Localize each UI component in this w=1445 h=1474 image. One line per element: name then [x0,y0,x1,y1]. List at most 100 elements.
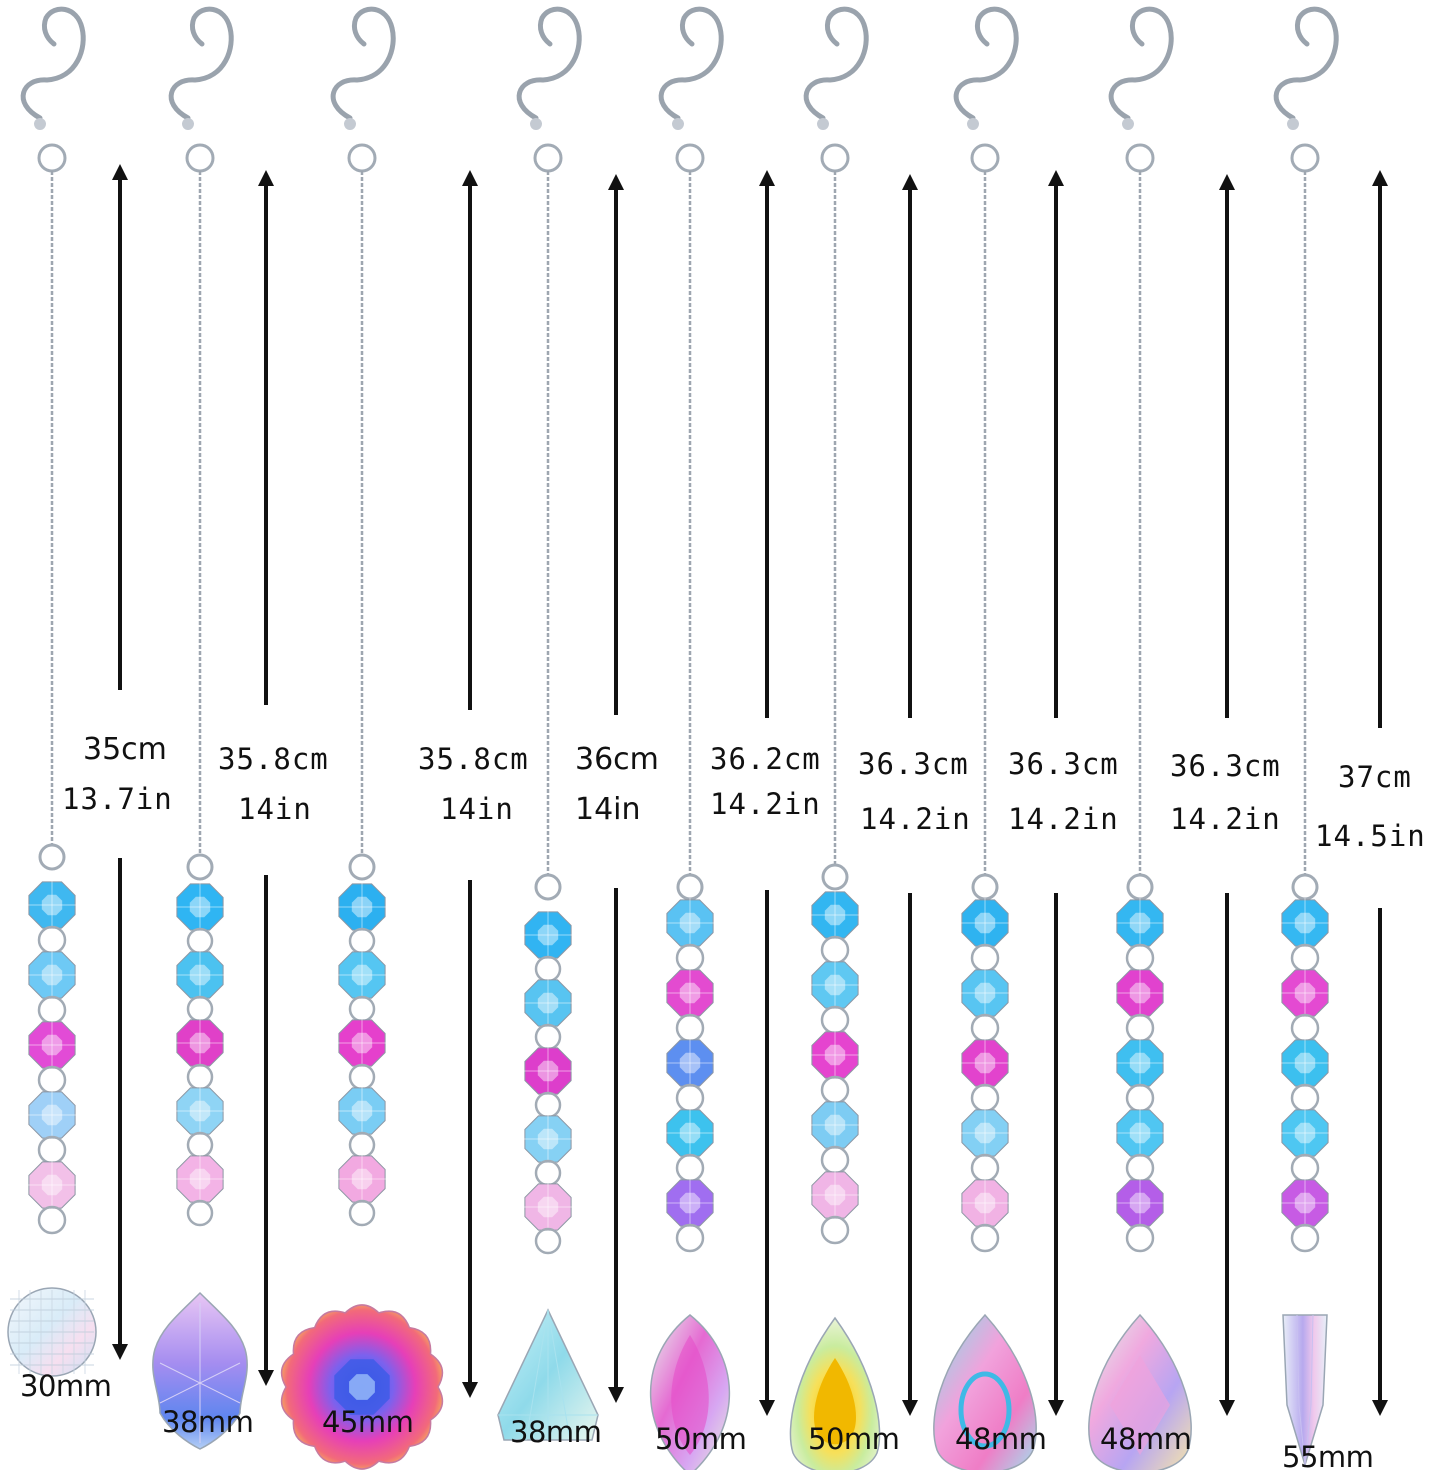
bead-ring [820,1075,850,1105]
length-in: 14in [238,792,312,826]
bead-ring [675,1083,705,1113]
bead-ring [348,1131,376,1159]
teardrop-inner-ring [958,1371,1012,1449]
jump-ring [971,873,999,901]
jump-ring [675,143,705,173]
jump-ring [348,853,376,881]
jump-ring [1290,143,1320,173]
bead-ring [534,1159,562,1187]
length-cm: 36cm [575,742,659,777]
pendant-size: 50mm [808,1422,900,1456]
bead-ring [348,927,376,955]
bead-ring [675,1153,705,1183]
length-cm: 36.3cm [1008,747,1119,781]
s-hook [20,6,86,121]
hook-tip [182,118,194,130]
bead-ring [348,1199,376,1227]
bead-ring [820,1215,850,1245]
jump-ring [820,143,850,173]
bead-ring [820,1005,850,1035]
bead-ring [1290,1223,1320,1253]
bead-ring [1290,1153,1320,1183]
suncatcher-strand [7,6,128,1377]
jump-ring [676,873,704,901]
bead-ring [37,1135,67,1165]
bead-ring [186,1199,214,1227]
bead-ring [1125,1223,1155,1253]
marquise-inner-facet [671,1335,709,1455]
jump-ring [970,143,1000,173]
bead-ring [820,935,850,965]
jump-ring [185,143,215,173]
length-cm: 35.8cm [218,742,329,776]
jump-ring [38,843,66,871]
pendant-size: 38mm [162,1405,254,1439]
length-in: 14.5in [1315,819,1426,853]
yellow-drop-core [814,1358,856,1445]
length-in: 14.2in [1008,802,1119,836]
suncatcher-strand [789,6,918,1470]
bead-ring [1125,943,1155,973]
bead-ring [970,1153,1000,1183]
length-cm: 35.8cm [418,742,529,776]
bead-ring [675,943,705,973]
bead-ring [37,995,67,1025]
hook-tip [1122,118,1134,130]
jump-ring [186,853,214,881]
bead-ring [1125,1013,1155,1043]
s-hook [803,6,869,121]
facet-line [498,1309,598,1441]
suncatcher-strand [280,6,478,1470]
hook-tip [530,118,542,130]
length-cm: 36.3cm [1170,749,1281,783]
pendant-size: 48mm [955,1422,1047,1456]
suncatcher-strand [1273,6,1388,1468]
jump-ring [37,143,67,173]
bead-ring [970,1083,1000,1113]
bead-ring [1290,1083,1320,1113]
length-cm: 37cm [1338,760,1412,794]
pendant-size: 45mm [322,1405,414,1439]
hook-tip [672,118,684,130]
bead-ring [1125,1083,1155,1113]
bead-ring [820,1145,850,1175]
pendant-size: 48mm [1100,1422,1192,1456]
bead-ring [1125,1153,1155,1183]
suncatcher-strand [933,6,1064,1470]
facet-line [1296,1314,1314,1466]
hook-tip [967,118,979,130]
bead-ring [970,943,1000,973]
bead-ring [675,1223,705,1253]
bead-ring [186,995,214,1023]
blue-teardrop-pendant [933,1313,1037,1470]
bead-ring [534,1091,562,1119]
s-hook [1108,6,1174,121]
bead-ring [534,1227,562,1255]
length-in: 14in [575,792,641,827]
bead-ring [186,1131,214,1159]
bead-ring [1290,943,1320,973]
jump-ring [534,873,562,901]
jump-ring [533,143,563,173]
facet-line [159,1303,241,1443]
length-in: 13.7in [62,782,173,816]
hook-tip [344,118,356,130]
jump-ring [347,143,377,173]
s-hook [1273,6,1339,121]
s-hook [330,6,396,121]
bead-ring [675,1013,705,1043]
bead-ring [37,925,67,955]
suncatcher-strand [152,6,274,1450]
length-in: 14in [440,792,514,826]
pendant-size: 50mm [655,1422,747,1456]
length-in: 14.2in [1170,802,1281,836]
pendant-size: 30mm [20,1369,112,1403]
suncatcher-strand [497,6,624,1441]
jump-ring [1125,143,1155,173]
bead-ring [534,1023,562,1051]
hook-tip [34,118,46,130]
suncatcher-strand [1088,6,1235,1470]
length-cm: 36.3cm [858,747,969,781]
bead-ring [348,1063,376,1091]
